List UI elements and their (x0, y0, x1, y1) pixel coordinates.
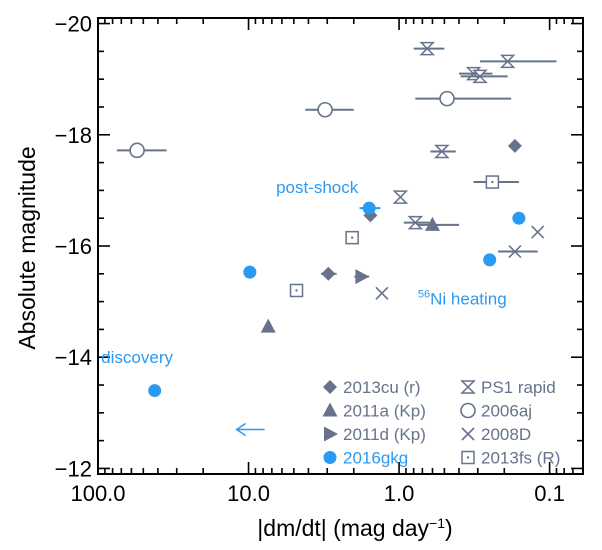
data-point (512, 211, 526, 225)
legend-marker (324, 426, 338, 442)
legend-label: PS1 rapid (481, 378, 556, 397)
legend-item: PS1 rapid (460, 378, 556, 397)
data-point-dot (350, 236, 354, 239)
x-tick-label: 1.0 (384, 481, 415, 506)
data-point (499, 54, 516, 69)
data-point (407, 215, 424, 230)
x-axis-label: |dm/dt| (mag day−1) (257, 515, 452, 541)
data-point (317, 101, 333, 118)
data-point-dot (295, 289, 298, 292)
series-2011a-kp- (260, 216, 459, 333)
legend-label: 2011a (Kp) (343, 402, 426, 421)
legend-item: 2011a (Kp) (322, 402, 426, 421)
legend-label: 2006aj (481, 402, 532, 421)
legend-item: 2013cu (r) (323, 378, 420, 397)
legend-label: 2013cu (r) (343, 378, 420, 397)
legend-label: 2008D (481, 425, 531, 444)
limit-arrow (235, 422, 265, 437)
data-point (507, 138, 522, 153)
legend-item: 2011d (Kp) (324, 425, 426, 444)
data-point-dot (491, 180, 494, 184)
data-point (508, 244, 522, 259)
legend-marker (460, 380, 476, 394)
data-point (129, 142, 145, 159)
y-tick-label: −12 (55, 456, 92, 481)
legend: 2013cu (r) 2011a (Kp) 2011d (Kp) 2016gkg PS1… (322, 378, 560, 468)
series-2006aj (116, 90, 512, 159)
data-point (424, 216, 440, 231)
data-point (321, 266, 336, 281)
y-tick-label: −16 (55, 234, 92, 259)
data-point (472, 69, 488, 84)
data-point (148, 384, 162, 398)
legend-marker (323, 451, 337, 464)
annotation: 56Ni heating (418, 288, 507, 308)
x-tick-label: 100.0 (70, 481, 125, 506)
series-2011d-kp- (354, 269, 370, 285)
legend-item: 2016gkg (323, 449, 408, 468)
y-tick-label: −18 (55, 123, 92, 148)
data-point (434, 144, 450, 159)
data-point (260, 318, 276, 333)
data-point (375, 286, 389, 300)
legend-item: 2013fs (R) (461, 449, 560, 468)
legend-label: 2016gkg (343, 449, 408, 468)
legend-marker (460, 402, 476, 419)
data-point (483, 253, 497, 267)
legend-marker (322, 402, 338, 417)
data-point (419, 41, 436, 56)
x-tick-label: 0.1 (534, 481, 565, 506)
data-point (362, 201, 376, 215)
legend-marker-dot (466, 456, 470, 459)
legend-label: 2011d (Kp) (343, 425, 426, 444)
data-point (531, 225, 545, 239)
y-axis-label: Absolute magnitude (14, 146, 40, 349)
annotation: discovery (101, 348, 173, 367)
legend-marker (323, 380, 337, 394)
annotation: post-shock (276, 178, 359, 197)
legend-marker (461, 427, 475, 441)
legend-item: 2008D (461, 425, 531, 444)
data-point (392, 190, 409, 204)
data-point (439, 90, 455, 107)
data-marks (116, 41, 557, 437)
legend-item: 2006aj (460, 402, 532, 421)
x-tick-label: 10.0 (227, 481, 270, 506)
series-2013fs-r- (289, 175, 519, 298)
series-2008d (375, 225, 545, 300)
annotations: post-shock 56Ni heating discovery (101, 178, 507, 367)
y-tick-label: −14 (55, 345, 92, 370)
data-point (355, 269, 370, 285)
series-2016gkg (148, 201, 526, 437)
axes: 100.0 10.0 1.0 0.1 −12 −14 −16 −18 −20 (55, 12, 584, 506)
y-tick-label: −20 (55, 12, 92, 37)
legend-label: 2013fs (R) (481, 449, 560, 468)
series-ps1-rapid (392, 41, 557, 230)
data-point (243, 265, 257, 279)
